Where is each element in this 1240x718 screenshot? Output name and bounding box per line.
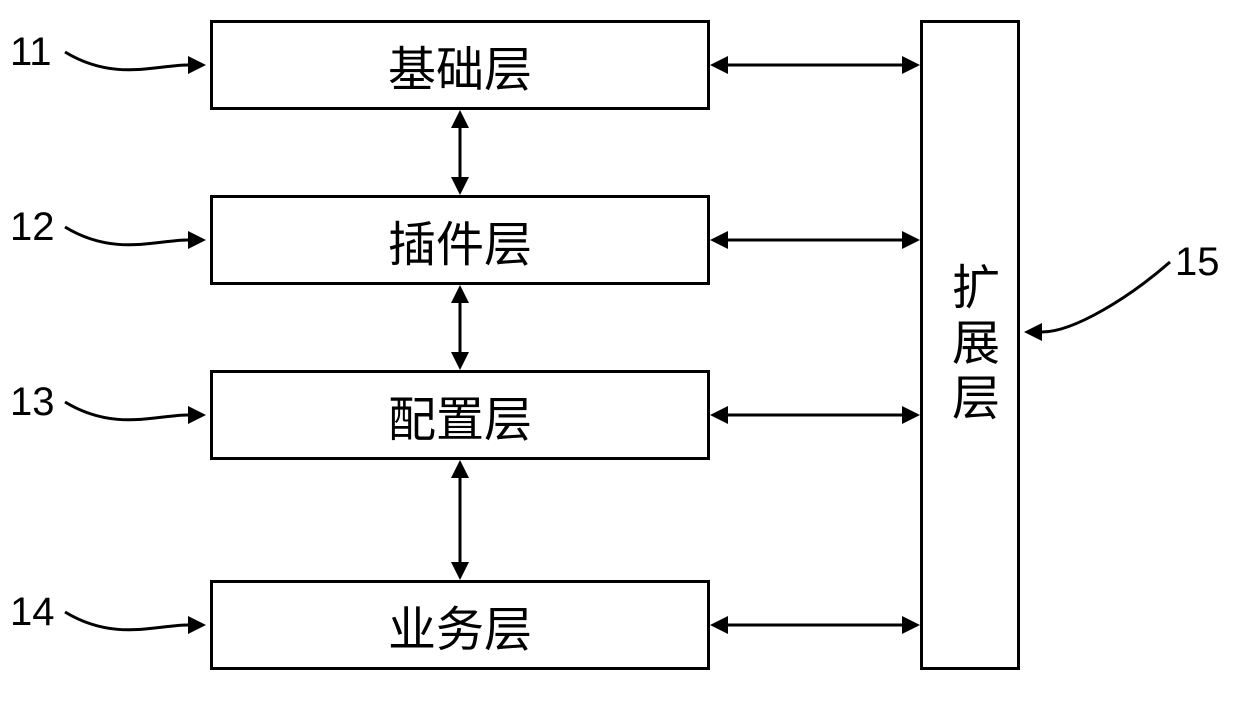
node-config-layer: 配置层	[210, 370, 710, 460]
node-label: 配置层	[388, 380, 532, 450]
node-extension-layer: 扩展层	[920, 20, 1020, 670]
node-plugin-layer: 插件层	[210, 195, 710, 285]
node-business-layer: 业务层	[210, 580, 710, 670]
diagram-canvas: 基础层 插件层 配置层 业务层 扩展层 11 12 13 14 15	[0, 0, 1240, 718]
ref-label-15: 15	[1175, 240, 1220, 285]
ref-label-13: 13	[10, 380, 55, 425]
node-label: 业务层	[388, 590, 532, 660]
node-foundation-layer: 基础层	[210, 20, 710, 110]
ref-label-14: 14	[10, 590, 55, 635]
ref-label-12: 12	[10, 205, 55, 250]
node-label: 插件层	[388, 205, 532, 275]
ref-label-11: 11	[10, 30, 52, 75]
node-label: 基础层	[388, 30, 532, 100]
node-label: 扩展层	[935, 262, 1005, 428]
